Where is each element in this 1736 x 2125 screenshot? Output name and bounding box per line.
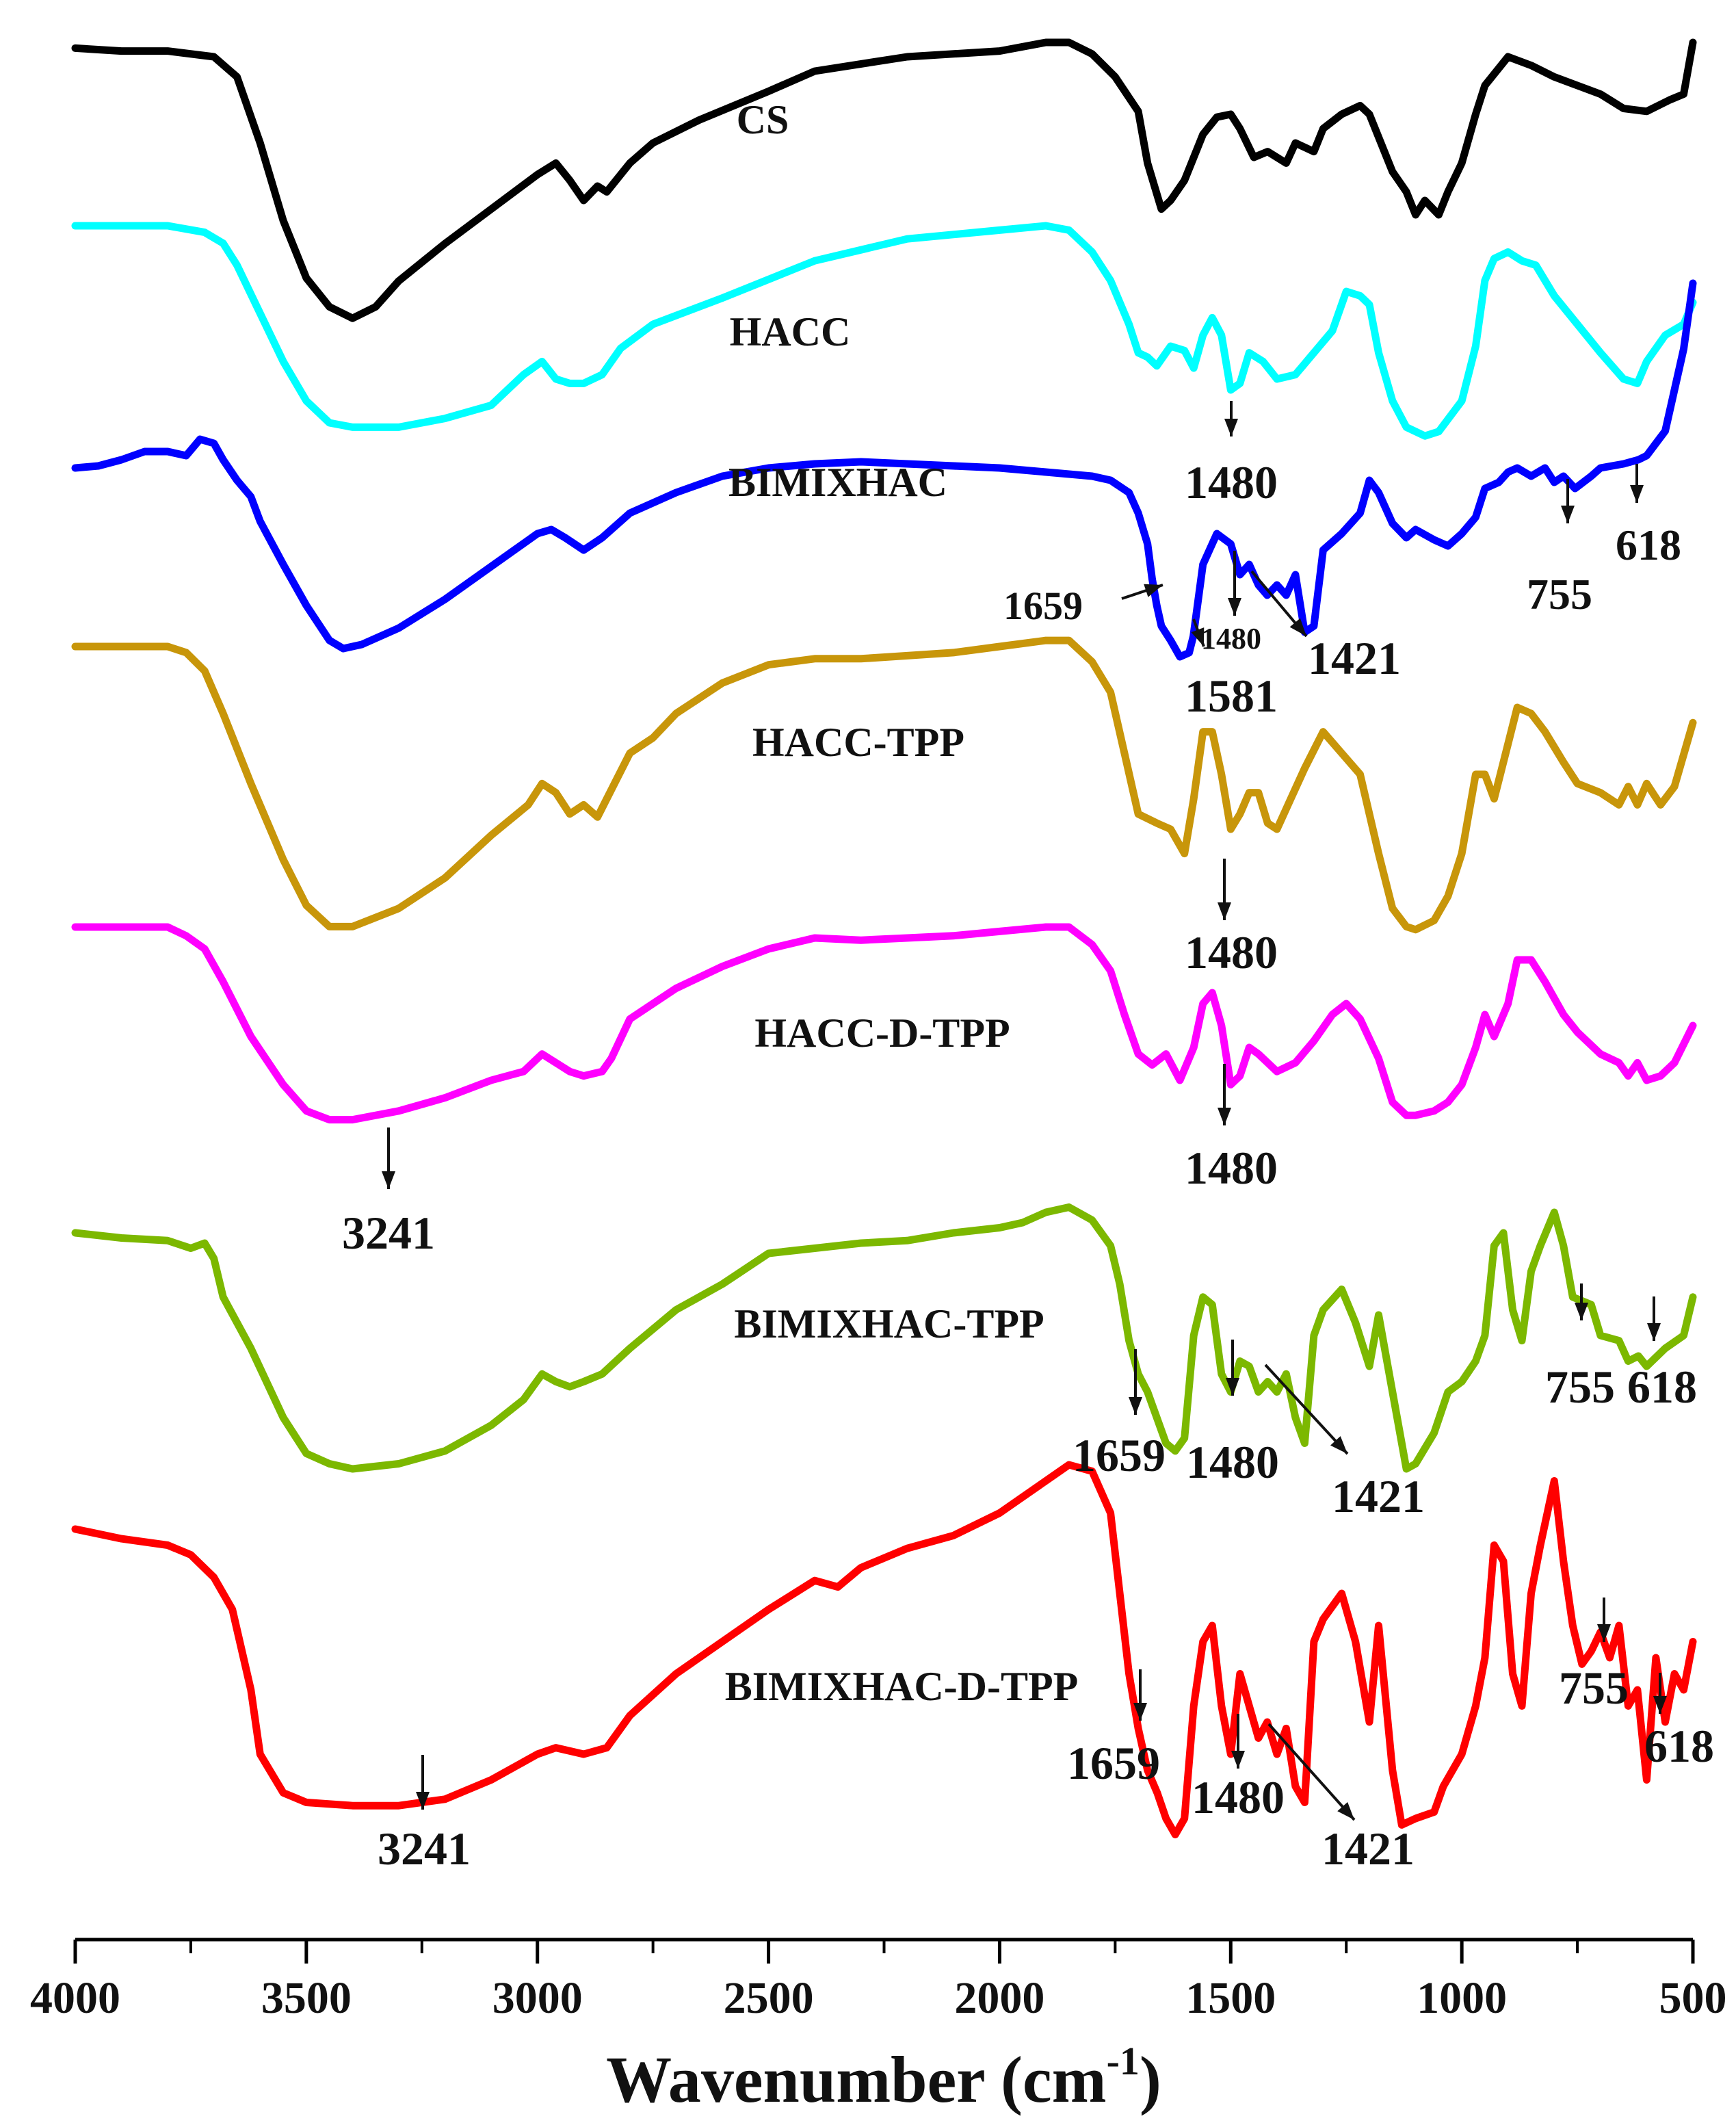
annotation-arrowhead-1421-bimixhac-d-tpp bbox=[1337, 1801, 1354, 1820]
annotation-label-1480-bimixhac: 1480 bbox=[1201, 622, 1261, 655]
annotation-arrowhead-3241-bimixhac-d-tpp bbox=[416, 1792, 430, 1810]
annotation-arrowhead-618-bimixhac-d-tpp bbox=[1653, 1696, 1667, 1714]
annotation-label-3241-bimixhac-d-tpp: 3241 bbox=[378, 1823, 471, 1875]
annotation-label-618-bimixhac: 618 bbox=[1616, 521, 1681, 569]
series-label-hacc-tpp: HACC-TPP bbox=[752, 720, 964, 765]
series-label-bimixhac-d-tpp: BIMIXHAC-D-TPP bbox=[725, 1664, 1079, 1709]
annotation-label-1421-bimixhac-d-tpp: 1421 bbox=[1321, 1823, 1415, 1875]
annotation-arrowhead-755-bimixhac-d-tpp bbox=[1597, 1624, 1611, 1642]
x-tick-label-3500: 3500 bbox=[261, 1973, 352, 2023]
x-axis: 4000 3500 3000 2500 2000 1500 1000 500 bbox=[30, 1938, 1727, 2023]
x-tick-label-4000: 4000 bbox=[30, 1973, 120, 2023]
annotation-label-618-bimixhac-d-tpp: 618 bbox=[1644, 1720, 1714, 1772]
annotation-arrow-1421-bimixhac-d-tpp bbox=[1267, 1723, 1356, 1821]
annotation-label-755-bimixhac: 755 bbox=[1527, 570, 1592, 618]
annotation-label-1421-bimixhac: 1421 bbox=[1308, 632, 1401, 684]
series-line-cs bbox=[71, 38, 1697, 322]
series-line-hacc bbox=[71, 222, 1697, 440]
series-line-bimixhac-d-tpp bbox=[71, 1461, 1697, 1838]
annotation-arrowhead-618-bimixhac bbox=[1630, 485, 1644, 503]
annotation-arrowhead-1480-bimixhac-tpp bbox=[1226, 1378, 1239, 1396]
annotation-label-1659-bimixhac-d-tpp: 1659 bbox=[1067, 1737, 1160, 1789]
x-axis-title-superscript: -1 bbox=[1107, 2039, 1140, 2083]
annotation-label-1659-bimixhac: 1659 bbox=[1003, 584, 1083, 628]
annotation-arrowhead-1581-bimixhac bbox=[1191, 627, 1205, 647]
spectra-curves bbox=[71, 38, 1697, 1838]
annotation-label-3241-hacc-d-tpp: 3241 bbox=[342, 1207, 435, 1259]
peak-annotations: 1480165914801581142175561814801480324116… bbox=[342, 401, 1714, 1875]
annotation-arrow-1421-bimixhac-tpp bbox=[1264, 1364, 1349, 1455]
x-tick-label-3000: 3000 bbox=[492, 1973, 583, 2023]
annotation-arrowhead-1480-hacc bbox=[1224, 419, 1238, 436]
series-label-cs: CS bbox=[737, 97, 789, 142]
series-label-bimixhac-tpp: BIMIXHAC-TPP bbox=[734, 1301, 1044, 1346]
series-line-bimixhac-tpp bbox=[71, 1203, 1697, 1473]
annotation-label-1421-bimixhac-tpp: 1421 bbox=[1332, 1470, 1425, 1522]
annotation-arrowhead-618-bimixhac-tpp bbox=[1647, 1323, 1661, 1341]
annotation-arrowhead-1659-bimixhac-tpp bbox=[1129, 1397, 1142, 1415]
series-line-hacc-d-tpp bbox=[71, 923, 1697, 1124]
annotation-label-1480-hacc-d-tpp: 1480 bbox=[1185, 1142, 1278, 1194]
annotation-arrowhead-755-bimixhac bbox=[1561, 506, 1575, 523]
x-tick-label-2000: 2000 bbox=[954, 1973, 1044, 2023]
annotation-arrowhead-755-bimixhac-tpp bbox=[1575, 1303, 1588, 1320]
series-line-bimixhac bbox=[71, 279, 1697, 661]
x-axis-title: Wavenumber (cm-1) bbox=[606, 2039, 1161, 2116]
annotation-arrowhead-1659-bimixhac bbox=[1144, 584, 1163, 597]
annotation-label-1480-hacc: 1480 bbox=[1185, 456, 1278, 508]
annotation-label-1480-bimixhac-tpp: 1480 bbox=[1186, 1436, 1279, 1488]
x-tick-label-1500: 1500 bbox=[1185, 1973, 1276, 2023]
series-labels: CS HACC BIMIXHAC HACC-TPP HACC-D-TPP BIMIXHAC… bbox=[725, 97, 1079, 1709]
annotation-label-1480-hacc-tpp: 1480 bbox=[1185, 926, 1278, 978]
annotation-label-618-bimixhac-tpp: 618 bbox=[1627, 1361, 1697, 1413]
annotation-arrowhead-1480-hacc-d-tpp bbox=[1218, 1108, 1231, 1125]
annotation-arrowhead-1480-bimixhac-d-tpp bbox=[1231, 1751, 1245, 1769]
x-tick-label-500: 500 bbox=[1659, 1973, 1727, 2023]
annotation-arrowhead-1659-bimixhac-d-tpp bbox=[1133, 1703, 1147, 1721]
series-label-hacc: HACC bbox=[730, 309, 851, 354]
x-tick-label-1000: 1000 bbox=[1417, 1973, 1507, 2023]
x-tick-label-2500: 2500 bbox=[724, 1973, 814, 2023]
annotation-label-1659-bimixhac-tpp: 1659 bbox=[1073, 1429, 1166, 1481]
annotation-arrowhead-1421-bimixhac bbox=[1289, 618, 1306, 636]
annotation-label-755-bimixhac-tpp: 755 bbox=[1545, 1361, 1615, 1413]
annotation-label-1480-bimixhac-d-tpp: 1480 bbox=[1192, 1771, 1285, 1823]
series-label-bimixhac: BIMIXHAC bbox=[728, 460, 947, 505]
annotation-arrowhead-3241-hacc-d-tpp bbox=[382, 1171, 395, 1189]
annotation-arrowhead-1421-bimixhac-tpp bbox=[1330, 1436, 1347, 1454]
series-line-hacc-tpp bbox=[71, 636, 1697, 934]
series-label-hacc-d-tpp: HACC-D-TPP bbox=[754, 1011, 1010, 1056]
annotation-label-755-bimixhac-d-tpp: 755 bbox=[1559, 1662, 1629, 1714]
annotation-arrowhead-1480-hacc-tpp bbox=[1218, 902, 1231, 920]
annotation-label-1581-bimixhac: 1581 bbox=[1185, 670, 1278, 722]
x-axis-ticks: 4000 3500 3000 2500 2000 1500 1000 500 bbox=[30, 1940, 1727, 2023]
annotation-arrowhead-1480-bimixhac bbox=[1228, 598, 1241, 616]
